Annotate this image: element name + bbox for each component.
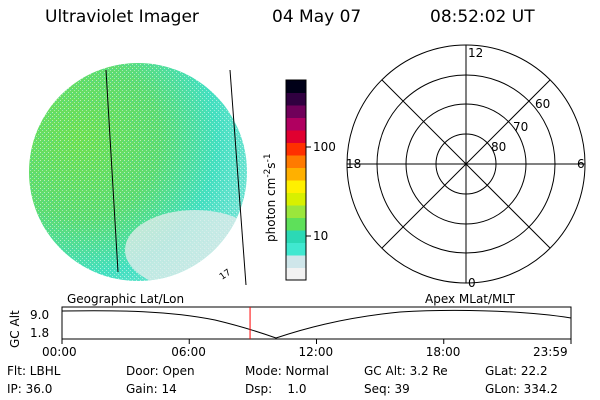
colorbar-stripe: [286, 255, 306, 268]
colorbar-stripe: [286, 92, 306, 106]
colorbar-stripe: [286, 192, 306, 206]
colorbar-stripe: [286, 267, 306, 281]
info-dsp: Dsp: 1.0: [245, 382, 307, 396]
info-door: Door: Open: [126, 364, 195, 378]
gc-altitude-curve: [61, 309, 572, 339]
timeline-y-tick-bottom: 1.8: [30, 326, 50, 340]
colorbar-stripe: [286, 180, 306, 193]
colorbar-stripe: [286, 105, 306, 118]
info-mode: Mode: Normal: [245, 364, 329, 378]
polar-label-bottom: 0: [468, 276, 476, 290]
info-gain: Gain: 14: [126, 382, 177, 396]
info-glon: GLon: 334.2: [485, 382, 558, 396]
colorbar-tick-10: 10: [313, 229, 329, 243]
colorbar-stripe: [286, 217, 306, 231]
info-seq: Seq: 39: [364, 382, 410, 396]
timeline-y-tick-top: 9.0: [30, 308, 50, 322]
colorbar-tick-100: 100: [313, 140, 336, 154]
polar-label-left: 18: [346, 157, 362, 171]
colorbar-stripe: [286, 80, 306, 93]
colorbar-stripe: [286, 117, 306, 131]
date-label: 04 May 07: [272, 7, 362, 27]
info-gc-alt: GC Alt: 3.2 Re: [364, 364, 448, 378]
colorbar-stripe: [286, 242, 306, 256]
colorbar-stripe: [286, 130, 306, 143]
polar-label-top: 12: [468, 46, 484, 60]
timeline-x-tick-label: 06:00: [171, 345, 206, 359]
polar-label-right: 6: [577, 157, 585, 171]
time-label: 08:52:02 UT: [430, 7, 535, 27]
colorbar-stripe: [286, 167, 306, 181]
colorbar-stripe: [286, 205, 306, 218]
instrument-title: Ultraviolet Imager: [45, 7, 199, 27]
colorbar-stripe: [286, 142, 306, 156]
polar-lat-80: 80: [491, 140, 507, 154]
info-flt: Flt: LBHL: [7, 364, 61, 378]
timeline-right-caption: Apex MLat/MLT: [425, 292, 515, 306]
colorbar-stripe: [286, 155, 306, 168]
terminator-line-right: [229, 69, 247, 286]
timeline-x-tick-label: 12:00: [298, 345, 334, 359]
polar-lat-70: 70: [513, 120, 529, 134]
polar-diagonal-2: [381, 79, 551, 249]
colorbar-stripe: [286, 230, 306, 243]
timeline-x-tick-label: 23:59: [533, 345, 568, 359]
timeline-x-tick-label: 18:00: [425, 345, 461, 359]
timeline-left-caption: Geographic Lat/Lon: [67, 292, 185, 306]
info-glat: GLat: 22.2: [485, 364, 548, 378]
timeline-x-tick-label: 00:00: [42, 345, 77, 359]
polar-lat-60: 60: [535, 97, 551, 111]
info-ip: IP: 36.0: [7, 382, 53, 396]
terminator-line-left: [105, 69, 119, 273]
